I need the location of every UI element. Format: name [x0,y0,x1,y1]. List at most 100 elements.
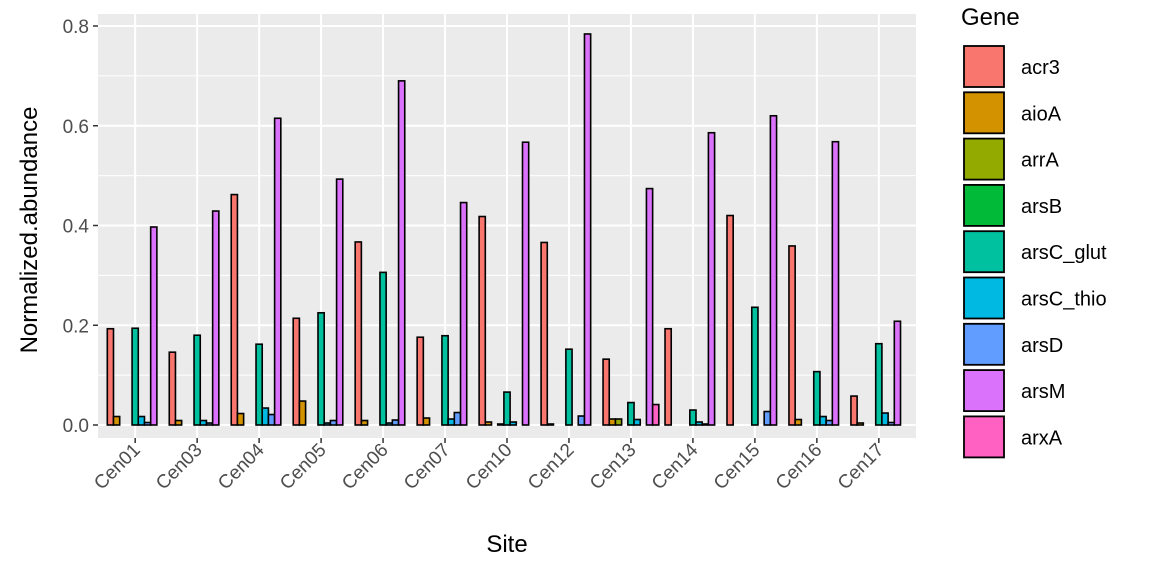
bar-arsC_thio-Cen06 [385,422,394,426]
legend-item-arsB: arsB [963,183,1062,227]
bar-acr3-Cen03 [168,351,177,426]
bar-arsC_thio-Cen04 [261,407,270,426]
bar-arsC_glut-Cen04 [255,343,264,426]
legend-label: arsC_thio [1021,289,1107,311]
legend-label: arsB [1021,196,1062,218]
x-tick-label: Cen10 [462,440,516,494]
bar-arsM-Cen03 [211,210,220,426]
bar-aioA-Cen06 [360,419,369,426]
legend-item-arsC_glut: arsC_glut [963,230,1107,274]
x-tick-label: Cen03 [152,440,206,494]
bar-aioA-Cen13 [608,418,617,426]
y-tick-label: 0.6 [63,117,89,138]
bar-aioA-Cen07 [422,417,431,426]
legend-swatch [963,230,1005,274]
legend-swatch [963,137,1005,181]
y-axis: 0.0 0.2 0.4 0.6 0.8 [63,17,98,437]
bar-arsC_thio-Cen13 [633,418,642,426]
bar-arsM-Cen07 [459,201,468,426]
legend-label: aioA [1021,103,1062,125]
legend-item-arsC_thio: arsC_thio [963,276,1107,320]
legend-swatch [963,322,1005,366]
bar-arsC_thio-Cen14 [695,421,704,426]
x-tick-label: Cen14 [648,439,703,494]
bar-group [292,178,344,426]
bar-arsC_glut-Cen05 [317,311,325,426]
x-tick-label: Cen12 [524,440,578,494]
bar-group [540,33,592,426]
legend-swatch [963,45,1005,88]
y-tick-label: 0.8 [63,17,89,38]
bar-arsC_glut-Cen06 [379,271,387,426]
x-tick-label: Cen15 [710,440,764,494]
bar-arsM-Cen13 [645,187,654,426]
bar-acr3-Cen17 [850,395,858,426]
bar-aioA-Cen12 [546,423,555,426]
legend-label: arsM [1021,381,1065,403]
bar-arsM-Cen12 [583,33,592,426]
bar-arsD-Cen06 [391,419,400,426]
legend: Gene acr3 aioA arrA arsB arsC_glut arsC_thioa… [961,4,1107,459]
bar-acr3-Cen10 [478,215,487,426]
bar-acr3-Cen05 [292,317,301,426]
x-tick-label: Cen06 [338,440,392,494]
bar-acr3-Cen15 [726,214,734,426]
y-tick-label: 0.0 [63,416,89,437]
legend-label: arrA [1021,150,1059,172]
bar-group [354,80,406,426]
bar-acr3-Cen07 [416,336,425,426]
bar-group [664,131,716,426]
legend-label: arsC_glut [1021,242,1107,264]
bar-arsC_thio-Cen01 [137,415,146,426]
bar-aioA-Cen16 [794,418,803,426]
bar-arsD-Cen14 [701,423,710,426]
legend-item-aioA: aioA [963,91,1062,135]
legend-item-arxA: arxA [963,415,1063,459]
x-axis: Cen01 Cen03 Cen04 Cen05 Cen06 Cen07 Cen10 Cen12… [90,438,888,494]
legend-title: Gene [961,4,1020,31]
bar-arxA-Cen13 [651,403,660,426]
bar-group [726,114,778,426]
bar-acr3-Cen14 [664,327,673,426]
bar-arsM-Cen06 [397,80,406,426]
bar-acr3-Cen13 [602,358,611,426]
legend-swatch [963,183,1005,227]
legend-item-acr3: acr3 [963,45,1060,88]
bar-group [850,320,902,426]
bar-arsD-Cen04 [267,413,276,426]
bar-arsC_glut-Cen14 [689,409,697,426]
bar-arsC_glut-Cen16 [812,370,821,426]
bar-arsC_glut-Cen10 [503,391,511,426]
bar-arsD-Cen07 [453,411,462,426]
bar-group [416,201,468,426]
legend-label: arxA [1021,427,1063,449]
bar-arsD-Cen01 [143,421,152,426]
bar-arsC_thio-Cen05 [323,422,332,426]
bar-arsB-Cen10 [496,423,505,426]
bar-arsM-Cen14 [707,131,716,426]
bar-acr3-Cen16 [788,245,796,426]
x-tick-label: Cen13 [586,440,640,494]
bar-arrA-Cen13 [614,418,623,426]
bar-arsM-Cen04 [273,117,282,426]
bar-arsM-Cen01 [149,226,158,426]
x-tick-label: Cen16 [772,440,826,494]
x-tick-label: Cen05 [276,440,330,494]
y-tick-label: 0.4 [63,217,90,238]
bar-arsD-Cen17 [887,421,896,426]
bar-acr3-Cen06 [354,241,363,426]
bar-aioA-Cen03 [174,419,183,426]
legend-item-arsD: arsD [963,322,1063,366]
y-axis-title: Normalized.abundance [16,107,43,354]
bar-group [788,140,840,426]
bar-arsC_glut-Cen13 [627,401,635,426]
bar-arsC_glut-Cen15 [750,306,759,426]
x-tick-label: Cen01 [90,440,144,494]
bar-arsD-Cen03 [205,422,214,426]
bar-group [168,210,220,426]
legend-label: arsD [1021,335,1063,357]
y-tick-label: 0.2 [63,316,89,337]
bar-arsC_glut-Cen01 [131,327,140,426]
bar-arsC_thio-Cen07 [447,418,456,426]
legend-item-arrA: arrA [963,137,1059,181]
